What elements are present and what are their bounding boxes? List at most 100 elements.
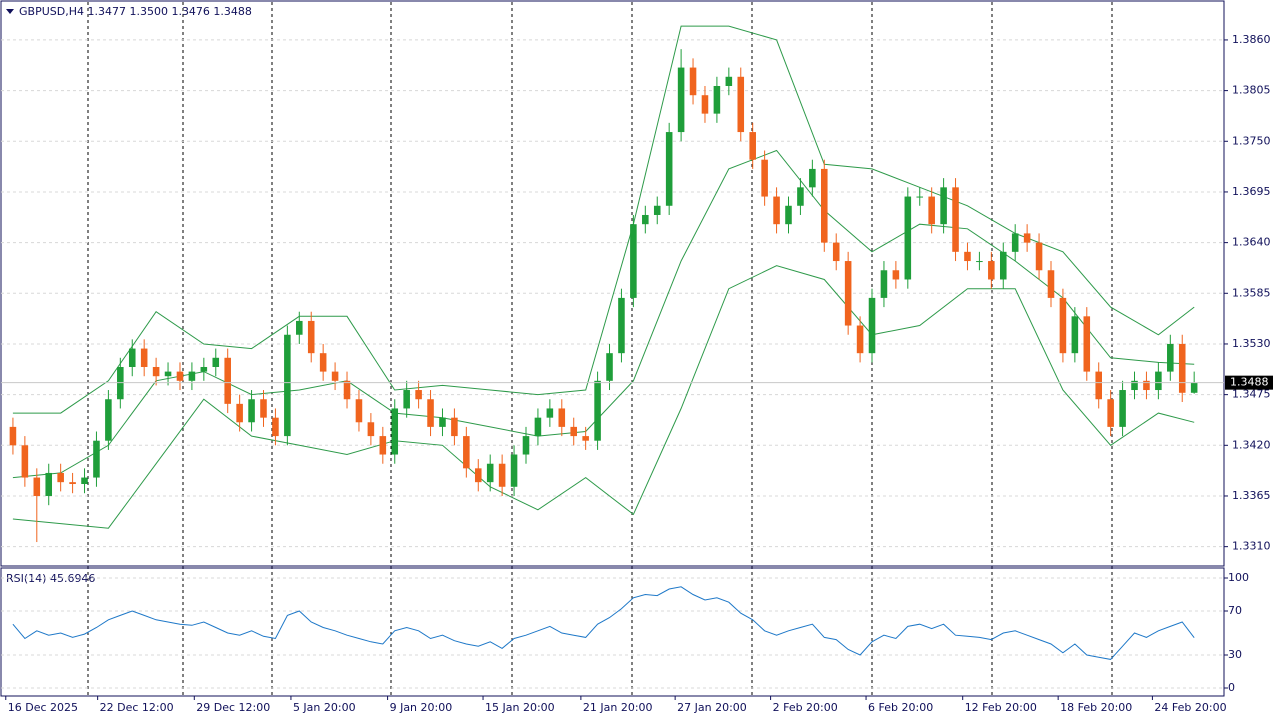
candle-body [1083,316,1091,372]
candle-body [534,417,542,437]
candle-body [176,371,184,381]
candle-body [164,371,172,377]
candle-body [439,417,446,427]
last-price-box [1225,375,1273,390]
candle-body [809,168,816,188]
x-tick-label: 6 Feb 20:00 [868,701,933,714]
candle-body [749,132,756,160]
candle-body [964,251,971,262]
y-tick-label: 1.3365 [1232,489,1271,502]
candle-body [606,353,613,381]
candle-body [1023,233,1031,243]
candle-body [1095,371,1102,400]
candle-body [653,205,661,215]
candle-body [427,399,434,427]
candle-body [1071,316,1079,354]
candle-body [582,436,589,441]
candle-body [224,357,231,404]
candle-body [140,348,148,367]
candle-body [1047,270,1055,298]
candle-body [33,477,41,496]
candle-body [260,399,267,418]
candle-body [367,422,375,437]
candle-body [343,380,351,400]
candle-body [403,390,410,409]
candle-body [105,399,112,441]
x-tick-label: 2 Feb 20:00 [773,701,838,714]
y-tick-label: 1.3310 [1232,540,1271,553]
x-tick-label: 9 Jan 20:00 [390,701,453,714]
candle-body [761,159,768,197]
candle-body [69,482,76,485]
rsi-line [12,586,1195,660]
candle-body [976,261,983,263]
candle-body [844,261,852,326]
y-tick-label: 1.3585 [1232,286,1271,299]
candle-body [916,196,924,198]
bollinger-upper [12,25,1195,414]
candle-body [773,196,780,225]
candle-body [128,348,136,367]
collapse-icon[interactable] [6,9,14,14]
candle-body [522,436,530,455]
candle-body [988,261,995,280]
candle-body [892,270,900,280]
candle-body [272,417,279,437]
candle-body [904,196,912,280]
candle-body [701,95,709,114]
candle-body [498,463,506,487]
candle-body [594,380,601,441]
candle-body [152,366,160,377]
candle-body [9,426,17,446]
y-tick-label: 1.3640 [1232,236,1271,249]
candle-body [188,371,196,381]
chart-title: GBPUSD,H4 1.3477 1.3500 1.3476 1.3488 [19,5,252,18]
y-tick-label: 100 [1228,571,1249,584]
candle-body [797,187,804,206]
y-tick-label: 0 [1228,681,1235,694]
x-tick-label: 12 Feb 20:00 [965,701,1037,714]
candle-body [630,224,637,298]
candle-body [296,320,303,335]
candle-body [200,366,208,372]
candle-body [93,440,100,478]
x-tick-label: 5 Jan 20:00 [293,701,356,714]
candle-body [331,371,339,381]
candle-body [570,426,578,437]
main-frame [0,0,1225,567]
candle-body [868,297,876,354]
candle-body [284,334,291,437]
candle-body [510,454,518,487]
candle-body [940,187,947,225]
candle-body [1107,399,1114,427]
y-tick-label: 30 [1228,648,1242,661]
x-tick-label: 24 Feb 20:00 [1154,701,1226,714]
candle-body [928,196,935,225]
candle-body [832,242,840,262]
y-tick-label: 1.3530 [1232,337,1271,350]
x-tick-label: 27 Jan 20:00 [677,701,747,714]
day-separators [87,2,1113,696]
candle-body [1131,380,1138,391]
candle-body [463,436,470,469]
y-tick-label: 1.3805 [1232,84,1271,97]
candle-body [57,472,64,483]
y-tick-label: 70 [1228,604,1242,617]
candle-body [212,357,220,367]
bollinger-middle [12,149,1195,479]
candle-body [725,76,733,86]
x-tick-label: 15 Jan 20:00 [485,701,555,714]
candle-body [1190,382,1198,393]
x-tick-label: 22 Dec 12:00 [100,701,174,714]
candle-body [665,132,673,206]
x-tick-label: 18 Feb 20:00 [1060,701,1132,714]
x-tick-label: 21 Jan 20:00 [583,701,653,714]
candle-body [713,85,721,114]
bollinger-lower [12,265,1195,529]
candle-body [236,403,243,423]
candle-body [451,417,458,437]
rsi-frame [0,567,1225,697]
candle-body [856,325,864,354]
candle-body [319,353,327,372]
